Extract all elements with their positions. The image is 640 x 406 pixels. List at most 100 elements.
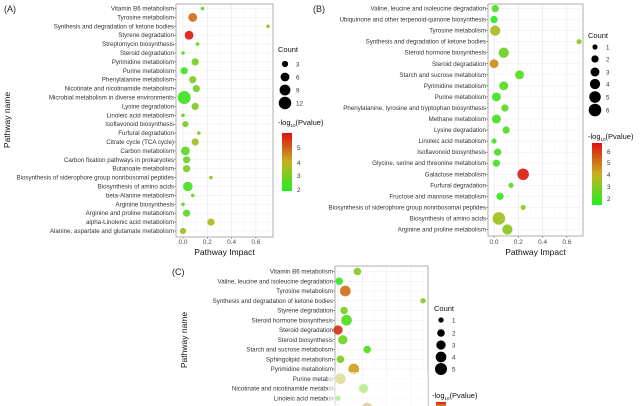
pathway-label: Sphingolipid metabolism [266,356,333,363]
data-point [183,156,191,164]
count-legend-dot [279,84,291,96]
pathway-label: Galactose metabolism [425,171,486,178]
pathway-label: Pyrimidine metabolism [424,83,486,90]
data-point [491,92,501,102]
data-point [191,102,199,111]
x-tick-label: 0.6 [251,239,260,246]
x-tick-label: 0.4 [227,239,236,246]
data-point [200,6,205,11]
data-point [492,159,501,167]
data-point [499,81,509,91]
data-point [491,4,499,13]
pathway-label: Styrene degradation [277,308,333,315]
panel-c: Vitamin B6 metabolism Valine, leucine and… [172,265,478,406]
count-legend-dot [436,340,446,350]
color-legend-title-suffix: (Pvalue) [606,132,634,141]
color-legend-tick: 4 [607,172,611,179]
x-tick-label: 0.6 [562,239,571,246]
pathway-label: Purine metabolism [435,94,486,101]
color-legend-title: -log10(Pvalue) [588,132,634,142]
data-point [489,59,499,69]
data-point [183,165,191,173]
data-point [190,193,195,198]
pathway-label: Citrate cycle (TCA cycle) [106,139,174,146]
pathway-label: Alanine, aspartate and glutamate metabol… [50,228,174,235]
count-legend-label: 6 [296,74,300,81]
pathway-label: Lysine degradation [122,103,175,110]
data-point [189,76,197,84]
x-tick-label: 0.2 [514,239,523,246]
count-legend-label: 1 [452,317,456,324]
data-point [184,30,194,40]
data-point [420,298,426,304]
count-legend-dot [588,103,602,117]
data-point [517,168,529,181]
pathway-label: Linoleic acid metaboli [274,395,333,402]
pathway-label: Linoleic acid metabolism [107,112,174,119]
data-point [192,84,200,93]
count-legend-label: 2 [606,56,610,63]
count-legend-label: 3 [452,342,456,349]
count-legend-label: 2 [452,330,456,337]
pathway-label: Nicotinate and nicotinamide metabolism [65,86,174,93]
count-legend-dot [437,329,445,337]
pathway-label: Nicotinate and nicotinamide metaboli [232,386,333,393]
color-legend-tick: 5 [607,160,611,167]
pathway-label: Purine metabolism [123,68,174,75]
pathway-label: Steroid biosynthesis [278,337,333,344]
color-legend-title: -log10(Pvalue) [278,118,324,128]
x-axis-title: Pathway Impact [505,247,566,257]
data-point [492,212,506,225]
data-point [191,58,199,66]
color-legend-title-suffix: (Pvalue) [296,118,324,127]
plot-area [487,3,584,237]
pathway-label: Biosynthesis of siderophore group nonrib… [16,175,174,182]
pathway-label: Microbial metabolism in diverse environm… [49,95,174,102]
color-legend-title-prefix: -log [588,132,601,141]
x-tick-label: 0.2 [203,239,212,246]
pathway-label: Tyrosine metabolism [117,14,174,21]
x-tick-label: 0.0 [489,239,498,246]
panel-label: (A) [4,4,16,14]
count-legend-dot [591,55,599,63]
data-point [353,267,362,276]
count-legend-dot [592,44,598,50]
count-legend-label: 12 [296,100,303,107]
data-point [181,202,185,207]
pathway-label: Synthesis and degradation of ketone bodi… [213,298,333,305]
color-legend-bar [282,133,292,191]
pathway-label: Steroid hormone biosynthesis [251,317,333,324]
count-legend-label: 4 [606,81,610,88]
count-legend-dot [589,91,601,103]
data-point [177,91,191,104]
data-point [348,363,360,375]
color-legend-bar [592,143,602,205]
data-point [336,355,345,364]
data-point [209,175,213,180]
count-legend-label: 4 [452,354,456,361]
x-axis-title: Pathway Impact [194,247,255,257]
plot-area [175,3,274,238]
data-point [182,121,189,128]
pathway-label: Furfural degradation [430,182,486,189]
x-tick-label: 0.0 [178,239,187,246]
data-point [490,15,498,24]
color-legend-title: -log10(Pvalue) [432,391,478,401]
data-point [494,148,502,156]
color-legend-title-sub: 10 [445,396,451,401]
data-point [180,67,188,75]
pathway-label: Valine, leucine and isoleucine degradati… [218,278,334,285]
count-legend-dot [280,72,290,82]
data-point [181,51,185,55]
color-legend-tick: 2 [297,187,301,194]
panel-b: Valine, leucine and isoleucine degradati… [313,3,634,257]
data-point [195,42,200,46]
pathway-label: Linoleic acid metabolism [419,138,486,145]
pathway-label: Isoflavonoid biosynthesis [105,121,174,128]
count-legend-title: Count [588,31,609,40]
pathway-label: Vitamin B6 metabolism [270,269,333,276]
count-legend-dot [278,96,292,110]
data-point [196,131,201,135]
